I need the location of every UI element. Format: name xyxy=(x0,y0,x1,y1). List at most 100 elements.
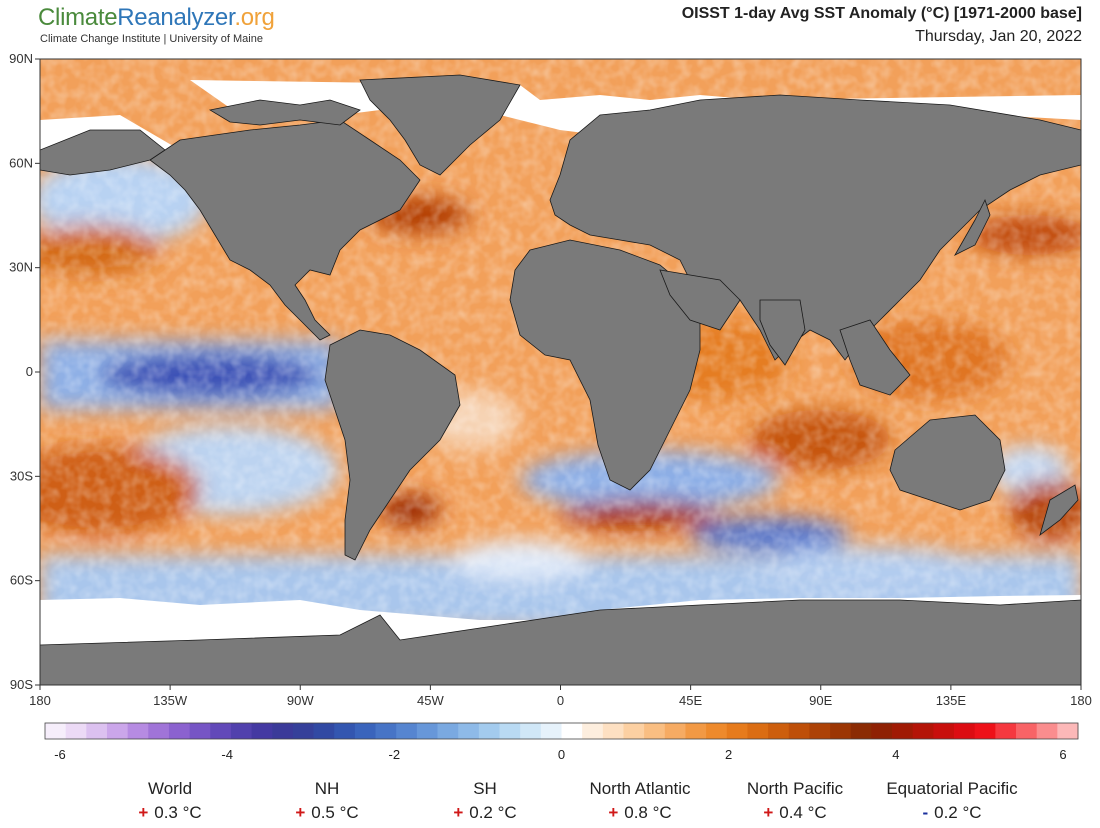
colorbar-swatch xyxy=(272,723,294,739)
colorbar-swatch xyxy=(602,723,624,739)
colorbar-swatch xyxy=(995,723,1017,739)
colorbar-tick-label: -2 xyxy=(389,747,401,762)
lon-tick-label: 0 xyxy=(557,693,564,708)
lon-tick-label: 90W xyxy=(287,693,314,708)
lon-tick-label: 180 xyxy=(1070,693,1092,708)
colorbar-swatch xyxy=(1036,723,1058,739)
colorbar-swatch xyxy=(664,723,686,739)
colorbar-swatch xyxy=(974,723,996,739)
colorbar-swatch xyxy=(809,723,831,739)
colorbar-swatch xyxy=(933,723,955,739)
logo-part-climate: Climate xyxy=(38,4,118,31)
colorbar-swatch xyxy=(540,723,562,739)
stat-sh: SH +0.2 °C xyxy=(395,778,575,826)
colorbar-swatch xyxy=(892,723,914,739)
colorbar-swatch xyxy=(561,723,583,739)
stat-value: 0.4 °C xyxy=(779,803,827,822)
land-india xyxy=(759,299,806,366)
stat-value: 0.8 °C xyxy=(624,803,672,822)
sst-anomaly-map: 90N 60N 30N 0 30S 60S 90S 180 135W 90W 45W 0 45E 90E… xyxy=(9,51,1092,762)
stat-value-line: +0.8 °C xyxy=(550,800,730,826)
colorbar-swatch xyxy=(499,723,521,739)
land-alaska xyxy=(40,129,166,176)
longitude-axis: 180 135W 90W 45W 0 45E 90E 135E 180 xyxy=(29,685,1092,708)
land-australia xyxy=(889,414,1006,511)
colorbar-swatch xyxy=(458,723,480,739)
land-eurasia xyxy=(549,94,1081,361)
lat-tick-label: 30S xyxy=(10,468,33,483)
colorbar-swatch xyxy=(416,723,438,739)
stat-sign: + xyxy=(608,803,619,822)
colorbar-swatch xyxy=(582,723,604,739)
colorbar-swatch xyxy=(706,723,728,739)
colorbar-swatch xyxy=(189,723,211,739)
land-south-america xyxy=(324,329,461,561)
stat-sign: + xyxy=(295,803,306,822)
logo-part-reanalyzer: Reanalyzer xyxy=(117,4,235,31)
colorbar-swatch xyxy=(354,723,376,739)
colorbar-swatch xyxy=(1057,723,1079,739)
stat-value: 0.2 °C xyxy=(469,803,517,822)
logo-part-org: .org xyxy=(234,4,275,31)
colorbar-swatch xyxy=(685,723,707,739)
land-north-america xyxy=(149,119,421,341)
land-africa xyxy=(509,239,701,491)
lon-tick-label: 45E xyxy=(679,693,702,708)
stat-world: World +0.3 °C xyxy=(80,778,260,826)
colorbar-tick-label: 0 xyxy=(558,747,565,762)
map-date: Thursday, Jan 20, 2022 xyxy=(915,28,1082,45)
land-canadian-arctic xyxy=(208,99,361,126)
stat-region-name: SH xyxy=(473,779,497,798)
site-subtitle: Climate Change Institute | University of… xyxy=(40,33,263,45)
stat-value-line: +0.2 °C xyxy=(395,800,575,826)
colorbar-swatch xyxy=(230,723,252,739)
colorbar-swatch xyxy=(292,723,314,739)
colorbar-swatch xyxy=(520,723,542,739)
stat-sign: + xyxy=(763,803,774,822)
lat-tick-label: 90N xyxy=(9,51,33,66)
site-logo[interactable]: ClimateReanalyzer.org xyxy=(38,4,275,32)
lon-tick-label: 135E xyxy=(936,693,967,708)
colorbar-swatch xyxy=(210,723,232,739)
land-antarctica xyxy=(40,599,1081,685)
lon-tick-label: 135W xyxy=(153,693,188,708)
colorbar-swatch xyxy=(45,723,67,739)
stat-sign: + xyxy=(453,803,464,822)
land-japan xyxy=(953,198,991,256)
colorbar-swatch xyxy=(623,723,645,739)
stat-sign: - xyxy=(922,803,929,822)
stat-value-line: +0.3 °C xyxy=(80,800,260,826)
stat-value: 0.5 °C xyxy=(311,803,359,822)
colorbar-tick-label: 2 xyxy=(725,747,732,762)
stat-value-line: -0.2 °C xyxy=(862,800,1042,826)
colorbar-swatch xyxy=(726,723,748,739)
stat-equatorial-pacific: Equatorial Pacific -0.2 °C xyxy=(862,778,1042,826)
colorbar-swatch xyxy=(437,723,459,739)
colorbar-swatch xyxy=(86,723,108,739)
colorbar-swatch xyxy=(251,723,273,739)
colorbar-tick-label: -6 xyxy=(54,747,66,762)
map-title: OISST 1-day Avg SST Anomaly (°C) [1971-2… xyxy=(681,5,1082,22)
land-greenland xyxy=(359,74,521,176)
colorbar-swatch xyxy=(375,723,397,739)
latitude-axis: 90N 60N 30N 0 30S 60S 90S xyxy=(9,51,40,692)
stat-region-name: NH xyxy=(314,779,340,798)
stat-north-atlantic: North Atlantic +0.8 °C xyxy=(550,778,730,826)
stat-nh: NH +0.5 °C xyxy=(237,778,417,826)
colorbar-swatch xyxy=(830,723,852,739)
stat-north-pacific: North Pacific +0.4 °C xyxy=(705,778,885,826)
colorbar-swatch xyxy=(478,723,500,739)
land-southeast-asia xyxy=(839,319,911,396)
stat-region-name: North Atlantic xyxy=(589,779,691,798)
stat-value: 0.3 °C xyxy=(154,803,202,822)
colorbar-tick-label: -4 xyxy=(221,747,233,762)
stat-region-name: Equatorial Pacific xyxy=(886,779,1018,798)
stat-sign: + xyxy=(138,803,149,822)
colorbar-swatch xyxy=(912,723,934,739)
colorbar-tick-label: 4 xyxy=(892,747,899,762)
colorbar-swatch xyxy=(168,723,191,739)
colorbar-swatch xyxy=(768,723,790,739)
colorbar-swatch xyxy=(127,723,149,739)
colorbar-ticks: -6 -4 -2 0 2 4 6 xyxy=(54,747,1066,762)
lat-tick-label: 60S xyxy=(10,573,33,588)
